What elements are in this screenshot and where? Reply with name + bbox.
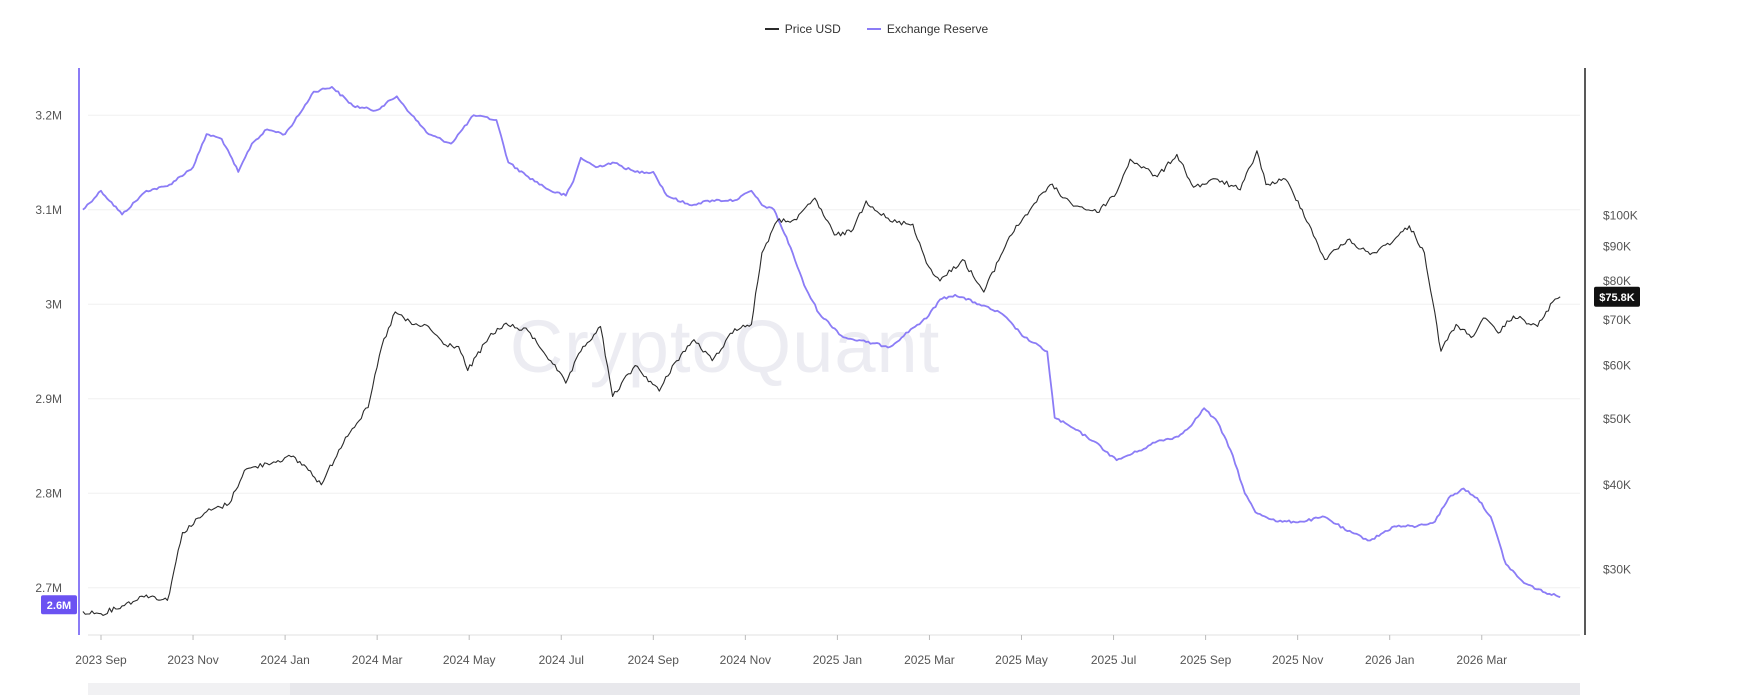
time-range-scrollbar-thumb[interactable] — [290, 683, 1580, 695]
chart-legend: Price USD Exchange Reserve — [0, 22, 1753, 36]
x-tick-label: 2024 May — [443, 653, 496, 667]
price-value-badge-text: $75.8K — [1599, 292, 1635, 304]
legend-item-price[interactable]: Price USD — [764, 22, 841, 36]
y-left-tick-label: 2.9M — [35, 392, 62, 406]
x-tick-label: 2025 Nov — [1272, 653, 1323, 667]
y-right-tick-label: $60K — [1603, 359, 1631, 373]
reserve-value-badge — [41, 595, 77, 615]
y-right-tick-label: $70K — [1603, 313, 1631, 327]
x-tick-label: 2026 Mar — [1456, 653, 1507, 667]
y-right-tick-label: $80K — [1603, 274, 1631, 288]
price-usd-line[interactable] — [82, 150, 1561, 616]
price-swatch — [764, 28, 779, 30]
y-left-tick-label: 3M — [45, 297, 62, 311]
legend-reserve-label: Exchange Reserve — [886, 22, 989, 36]
x-tick-label: 2023 Sep — [75, 653, 127, 667]
left-y-axis: 2.7M 2.8M 2.9M 3M 3.1M 3.2M — [35, 68, 80, 635]
price-value-badge — [1594, 286, 1640, 307]
y-right-tick-label: $50K — [1603, 412, 1631, 426]
series-lines — [82, 86, 1561, 616]
x-tick-label: 2024 Sep — [628, 653, 680, 667]
exchange-reserve-line[interactable] — [82, 86, 1561, 599]
x-axis: 2023 Sep 2023 Nov 2024 Jan 2024 Mar 2024 May… — [75, 634, 1580, 667]
x-tick-label: 2024 Jan — [260, 653, 309, 667]
x-tick-label: 2024 Jul — [539, 653, 584, 667]
x-tick-label: 2025 Sep — [1180, 653, 1232, 667]
x-tick-label: 2023 Nov — [167, 653, 218, 667]
y-left-tick-label: 3.2M — [35, 108, 62, 122]
grid-lines — [88, 114, 1580, 589]
x-tick-label: 2025 Jul — [1091, 653, 1136, 667]
y-right-tick-label: $100K — [1603, 208, 1638, 222]
x-tick-label: 2024 Mar — [352, 653, 403, 667]
x-tick-label: 2025 Jan — [813, 653, 862, 667]
reserve-value-badge-text: 2.6M — [47, 600, 71, 612]
legend-price-label: Price USD — [784, 22, 841, 36]
y-right-tick-label: $40K — [1603, 478, 1631, 492]
value-badges: 2.6M $75.8K — [41, 286, 1640, 615]
y-right-tick-label: $90K — [1603, 239, 1631, 253]
right-y-axis: $30K $40K $50K $60K $70K $80K $90K $100K — [1584, 68, 1638, 635]
y-left-tick-label: 2.7M — [35, 581, 62, 595]
x-tick-label: 2024 Nov — [720, 653, 771, 667]
x-tick-label: 2026 Jan — [1365, 653, 1414, 667]
x-tick-label: 2025 May — [995, 653, 1048, 667]
reserve-swatch — [866, 28, 881, 30]
y-left-tick-label: 2.8M — [35, 486, 62, 500]
x-tick-label: 2025 Mar — [904, 653, 955, 667]
watermark-text: CryptoQuant — [510, 305, 941, 388]
y-right-tick-label: $30K — [1603, 562, 1631, 576]
legend-item-exchange-reserve[interactable]: Exchange Reserve — [866, 22, 989, 36]
y-left-tick-label: 3.1M — [35, 203, 62, 217]
